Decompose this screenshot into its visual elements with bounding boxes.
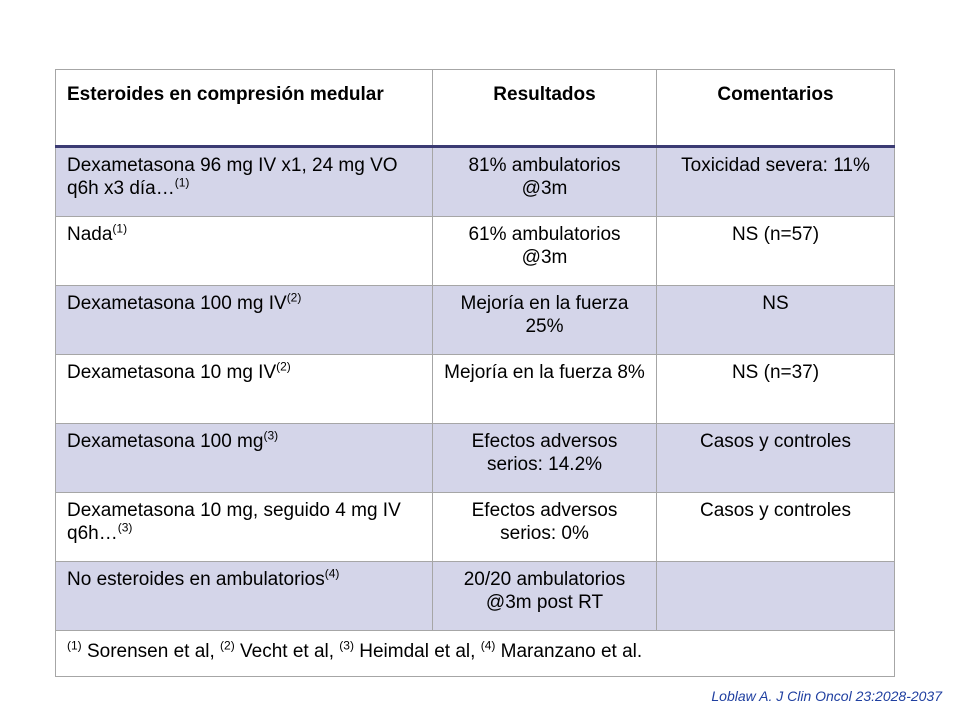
reference-mark: (4): [324, 566, 340, 581]
result-cell: Mejoría en la fuerza 8%: [432, 354, 657, 424]
table-row: No esteroides en ambulatorios(4) 20/20 a…: [55, 561, 895, 631]
treatment-cell: Dexametasona 100 mg IV(2): [55, 285, 433, 355]
reference-mark: (2): [286, 290, 302, 305]
table-row: Dexametasona 10 mg IV(2) Mejoría en la f…: [55, 354, 895, 424]
column-header: Resultados: [432, 69, 657, 148]
treatment-cell: Nada(1): [55, 216, 433, 286]
footnote-text: Maranzano et al.: [495, 641, 643, 662]
treatment-text: No esteroides en ambulatorios: [67, 569, 325, 590]
result-cell: 61% ambulatorios @3m: [432, 216, 657, 286]
table-row: Dexametasona 96 mg IV x1, 24 mg VO q6h x…: [55, 146, 895, 217]
result-cell: Efectos adversos serios: 14.2%: [432, 423, 657, 493]
citation: Loblaw A. J Clin Oncol 23:2028-2037: [711, 688, 942, 704]
result-cell: Efectos adversos serios: 0%: [432, 492, 657, 562]
reference-mark: (1): [174, 175, 190, 190]
column-header: Comentarios: [656, 69, 895, 148]
table-row: Dexametasona 100 mg IV(2) Mejoría en la …: [55, 285, 895, 355]
table-row: Dexametasona 100 mg(3) Efectos adversos …: [55, 423, 895, 493]
reference-mark: (2): [276, 359, 291, 374]
result-cell: 81% ambulatorios @3m: [432, 146, 657, 217]
treatment-cell: Dexametasona 96 mg IV x1, 24 mg VO q6h x…: [55, 146, 433, 217]
treatment-cell: Dexametasona 10 mg IV(2): [55, 354, 433, 424]
treatment-text: Dexametasona 10 mg, seguido 4 mg IV q6h…: [67, 500, 401, 545]
treatment-cell: Dexametasona 100 mg(3): [55, 423, 433, 493]
reference-mark: (3): [117, 520, 133, 535]
footnote-mark: (2): [220, 638, 235, 653]
comment-cell: Toxicidad severa: 11%: [656, 146, 895, 217]
comment-cell: [656, 561, 895, 631]
treatment-text: Dexametasona 10 mg IV: [67, 362, 277, 383]
treatment-text: Dexametasona 100 mg: [67, 431, 264, 452]
result-cell: 20/20 ambulatorios @3m post RT: [432, 561, 657, 631]
footnote-mark: (1): [67, 638, 82, 653]
evidence-table: Esteroides en compresión medular Resulta…: [55, 69, 895, 677]
comment-cell: Casos y controles: [656, 423, 895, 493]
treatment-cell: Dexametasona 10 mg, seguido 4 mg IV q6h……: [55, 492, 433, 562]
treatment-cell: No esteroides en ambulatorios(4): [55, 561, 433, 631]
footnote-mark: (3): [339, 638, 354, 653]
treatment-text: Dexametasona 100 mg IV: [67, 293, 287, 314]
comment-cell: NS: [656, 285, 895, 355]
footnote-row: (1) Sorensen et al, (2) Vecht et al, (3)…: [55, 630, 895, 677]
comment-cell: NS (n=37): [656, 354, 895, 424]
footnote-text: Sorensen et al,: [81, 641, 221, 662]
comment-cell: Casos y controles: [656, 492, 895, 562]
table-row: Nada(1) 61% ambulatorios @3m NS (n=57): [55, 216, 895, 286]
footnote-cell: (1) Sorensen et al, (2) Vecht et al, (3)…: [55, 630, 895, 677]
treatment-text: Nada: [67, 224, 113, 245]
result-cell: Mejoría en la fuerza 25%: [432, 285, 657, 355]
reference-mark: (3): [263, 428, 279, 443]
reference-mark: (1): [112, 221, 128, 236]
footnote-text: Vecht et al,: [234, 641, 340, 662]
comment-cell: NS (n=57): [656, 216, 895, 286]
table-header-row: Esteroides en compresión medular Resulta…: [55, 69, 895, 148]
footnote-text: Heimdal et al,: [353, 641, 481, 662]
column-header: Esteroides en compresión medular: [55, 69, 433, 148]
table-row: Dexametasona 10 mg, seguido 4 mg IV q6h……: [55, 492, 895, 562]
footnote-mark: (4): [480, 638, 496, 653]
treatment-text: Dexametasona 96 mg IV x1, 24 mg VO q6h x…: [67, 155, 398, 200]
